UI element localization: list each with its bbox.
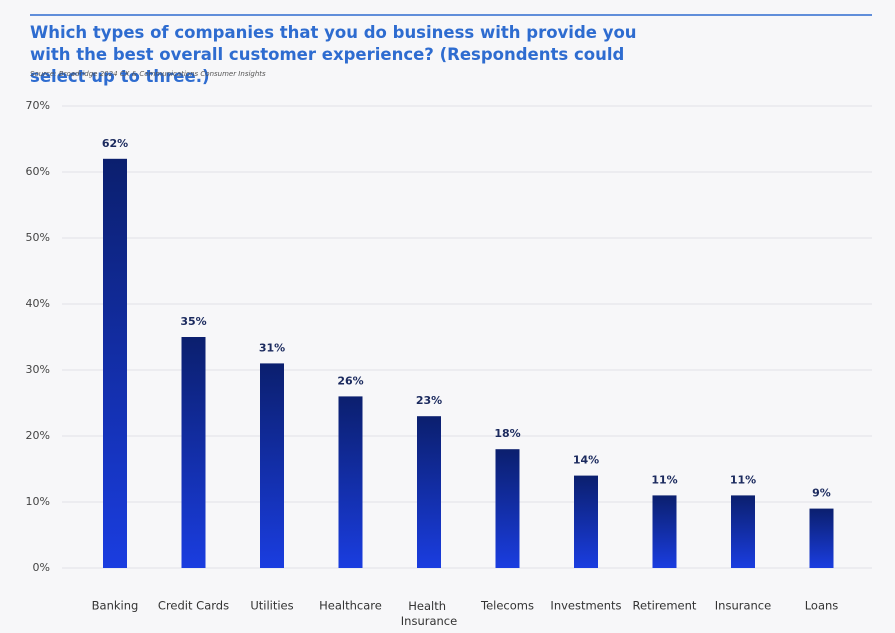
source-note: Source: Broadridge 2024 CX & Communicati… [30,70,266,78]
value-label: 11% [730,473,756,486]
value-label: 23% [416,394,442,407]
value-label: 14% [573,454,599,467]
x-tick-label: Telecoms [480,599,534,613]
y-tick-label: 40% [26,297,50,310]
bar [260,363,284,568]
bar [103,158,127,569]
value-label: 11% [651,473,677,486]
y-tick-label: 20% [26,429,50,442]
value-label: 9% [812,487,831,500]
x-tick-label: Healthcare [319,599,382,613]
x-tick-label: Utilities [250,599,293,613]
bar [417,416,441,568]
y-tick-label: 0% [33,561,50,574]
y-tick-label: 50% [26,231,50,244]
bar [495,449,520,568]
value-label: 62% [102,137,128,150]
value-label: 26% [337,374,363,387]
value-label: 35% [180,315,206,328]
bar [652,495,677,568]
y-tick-label: 10% [26,495,50,508]
y-tick-label: 70% [26,99,50,112]
bar [181,337,206,568]
x-tick-label: Credit Cards [158,599,229,613]
bar [338,396,363,568]
value-label: 31% [259,341,285,354]
x-tick-label: Banking [92,599,139,613]
bar [809,508,834,568]
bar [731,495,755,568]
value-label: 18% [494,427,520,440]
chart-title: Which types of companies that you do bus… [30,23,637,86]
x-tick-label: Retirement [633,599,697,613]
x-tick-label: Health Insurance [401,599,457,628]
x-tick-label: Insurance [715,599,771,613]
y-tick-label: 60% [26,165,50,178]
bar [574,475,598,568]
y-tick-label: 30% [26,363,50,376]
x-tick-label: Investments [550,599,621,613]
x-tick-label: Loans [805,599,839,613]
